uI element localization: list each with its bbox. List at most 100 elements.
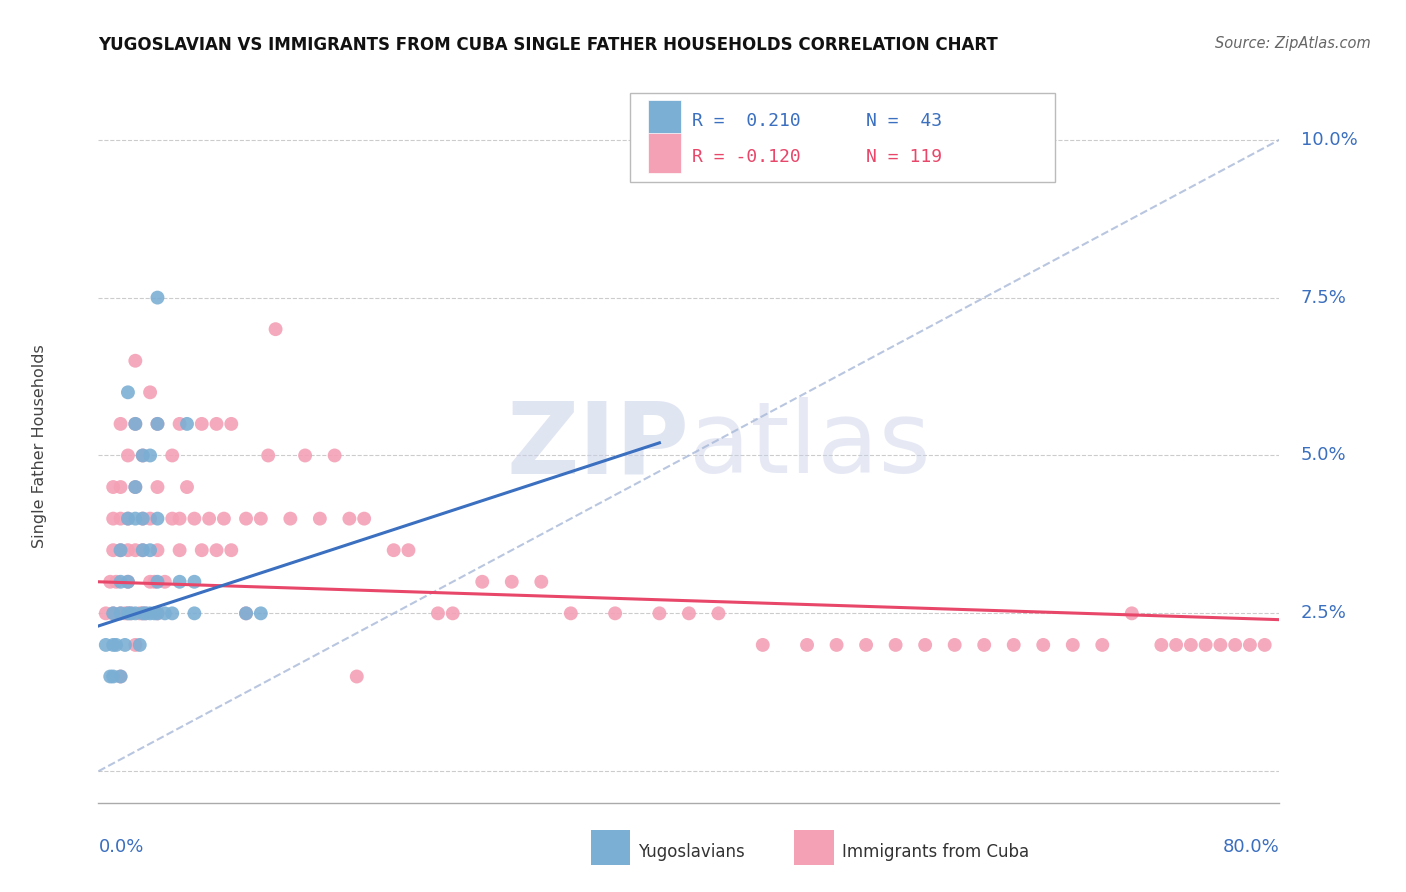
Point [707, 607, 730, 621]
Point [103, 511, 125, 525]
Point [124, 353, 146, 368]
Point [169, 574, 191, 589]
Point [1002, 638, 1025, 652]
Point [110, 669, 132, 683]
Text: R = -0.120: R = -0.120 [693, 148, 801, 166]
Text: R =  0.210: R = 0.210 [693, 112, 801, 130]
Point [139, 449, 162, 463]
Text: Yugoslavians: Yugoslavians [638, 843, 745, 861]
Point [183, 607, 205, 621]
Point [914, 638, 936, 652]
Point [162, 449, 183, 463]
Point [124, 607, 146, 621]
Text: N = 119: N = 119 [866, 148, 942, 166]
Point [128, 607, 150, 621]
Point [117, 543, 139, 558]
Point [1180, 638, 1202, 652]
Point [139, 607, 162, 621]
Point [135, 607, 157, 621]
Point [124, 417, 146, 431]
Point [132, 449, 155, 463]
Point [94, 607, 117, 621]
Point [205, 417, 228, 431]
Point [250, 607, 273, 621]
Point [103, 543, 125, 558]
Point [169, 511, 191, 525]
Point [427, 607, 450, 621]
Text: 2.5%: 2.5% [1301, 605, 1347, 623]
FancyBboxPatch shape [648, 134, 681, 173]
Point [337, 511, 360, 525]
Point [105, 638, 128, 652]
Point [751, 638, 773, 652]
Point [114, 638, 136, 652]
Point [120, 607, 142, 621]
Text: ZIP: ZIP [506, 398, 689, 494]
Point [1121, 607, 1143, 621]
Point [105, 574, 128, 589]
FancyBboxPatch shape [630, 93, 1054, 182]
Point [117, 385, 139, 400]
Point [648, 607, 671, 621]
Point [212, 511, 235, 525]
Point [191, 543, 214, 558]
Point [471, 574, 494, 589]
Point [124, 480, 146, 494]
Point [117, 511, 139, 525]
Point [132, 543, 155, 558]
Point [117, 574, 139, 589]
Text: 7.5%: 7.5% [1301, 289, 1347, 307]
Point [235, 511, 257, 525]
Point [264, 322, 287, 336]
Point [139, 511, 162, 525]
Point [183, 574, 205, 589]
Point [139, 543, 162, 558]
Point [146, 417, 169, 431]
Point [146, 607, 169, 621]
Point [884, 638, 907, 652]
Text: Single Father Households: Single Father Households [32, 344, 46, 548]
Point [117, 607, 139, 621]
Point [110, 543, 132, 558]
Point [117, 607, 139, 621]
Point [530, 574, 553, 589]
Point [796, 638, 818, 652]
Point [103, 480, 125, 494]
Point [146, 607, 169, 621]
Point [825, 638, 848, 652]
Point [132, 607, 155, 621]
Point [135, 607, 157, 621]
Point [973, 638, 995, 652]
Point [191, 417, 214, 431]
Point [146, 291, 169, 305]
Point [110, 480, 132, 494]
Point [1254, 638, 1277, 652]
Point [1091, 638, 1114, 652]
Text: N =  43: N = 43 [866, 112, 942, 130]
Point [117, 511, 139, 525]
Point [162, 511, 183, 525]
Point [153, 574, 176, 589]
Point [124, 638, 146, 652]
Point [153, 607, 176, 621]
Point [132, 511, 155, 525]
Point [110, 543, 132, 558]
Point [146, 543, 169, 558]
Point [1195, 638, 1218, 652]
Point [132, 543, 155, 558]
Text: 0.0%: 0.0% [98, 838, 143, 856]
Text: YUGOSLAVIAN VS IMMIGRANTS FROM CUBA SINGLE FATHER HOUSEHOLDS CORRELATION CHART: YUGOSLAVIAN VS IMMIGRANTS FROM CUBA SING… [98, 36, 998, 54]
Point [162, 607, 183, 621]
Point [103, 607, 125, 621]
Point [176, 417, 198, 431]
Point [205, 543, 228, 558]
Point [128, 638, 150, 652]
Point [294, 449, 316, 463]
Point [103, 607, 125, 621]
Text: 5.0%: 5.0% [1301, 447, 1347, 465]
Point [501, 574, 523, 589]
Point [117, 574, 139, 589]
Point [98, 574, 121, 589]
Point [143, 607, 166, 621]
Point [219, 417, 242, 431]
